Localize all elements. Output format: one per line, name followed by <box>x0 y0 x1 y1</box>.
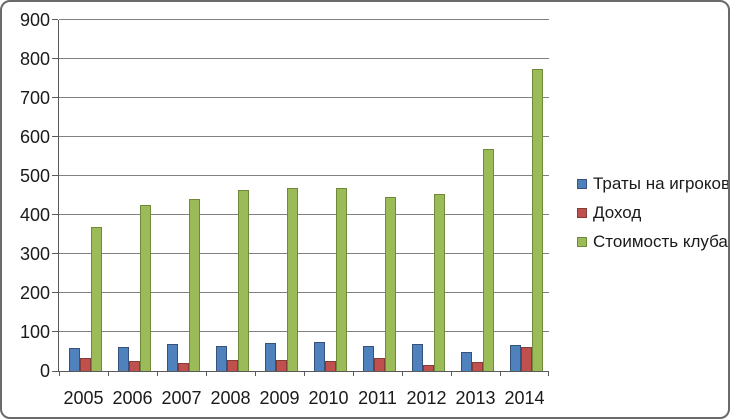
y-axis-label: 400 <box>19 205 50 225</box>
gridline-100 <box>59 331 549 332</box>
bar-2010-series-2 <box>336 187 347 371</box>
gridline-500 <box>59 175 549 176</box>
y-tick-600 <box>52 136 58 137</box>
bar-2010-series-1 <box>325 360 336 371</box>
bar-2009-series-2 <box>287 187 298 371</box>
x-tick <box>500 371 501 376</box>
x-axis-label: 2014 <box>504 388 545 408</box>
y-tick-300 <box>52 253 58 254</box>
gridline-800 <box>59 58 549 59</box>
bar-2006-series-0 <box>118 346 129 371</box>
y-axis-label: 600 <box>19 127 50 147</box>
x-axis-line <box>58 371 549 372</box>
bar-2005-series-0 <box>69 347 80 371</box>
y-axis-label: 900 <box>19 10 50 30</box>
y-tick-200 <box>52 292 58 293</box>
y-axis-label: 500 <box>19 166 50 186</box>
x-axis-label: 2011 <box>358 388 397 408</box>
y-tick-0 <box>52 371 58 372</box>
bar-2007-series-0 <box>167 343 178 371</box>
y-tick-100 <box>52 331 58 332</box>
y-tick-800 <box>52 58 58 59</box>
legend: Траты на игроков Доход Стоимость клуба <box>577 174 730 261</box>
bar-2013-series-1 <box>472 361 483 371</box>
y-axis-label: 200 <box>19 283 50 303</box>
y-axis-label: 0 <box>39 361 50 381</box>
y-axis-label: 100 <box>19 322 50 342</box>
bar-2012-series-2 <box>434 193 445 371</box>
gridline-300 <box>59 253 549 254</box>
bar-2008-series-0 <box>216 345 227 371</box>
gridline-400 <box>59 214 549 215</box>
legend-label: Траты на игроков <box>593 174 730 193</box>
bar-2008-series-1 <box>227 360 238 371</box>
bar-2006-series-2 <box>140 205 151 371</box>
bar-2014-series-1 <box>521 346 532 371</box>
x-tick <box>255 371 256 376</box>
y-tick-700 <box>52 97 58 98</box>
legend-item: Стоимость клуба <box>577 232 728 252</box>
bar-2011-series-0 <box>363 345 374 371</box>
y-axis-label: 700 <box>19 88 50 108</box>
gridline-200 <box>59 292 549 293</box>
legend-item: Траты на игроков <box>577 174 730 194</box>
gridline-700 <box>59 97 549 98</box>
x-tick <box>353 371 354 376</box>
x-tick <box>548 371 549 376</box>
bar-2012-series-1 <box>423 364 434 371</box>
x-tick <box>108 371 109 376</box>
x-tick <box>157 371 158 376</box>
legend-label: Стоимость клуба <box>593 232 728 251</box>
x-axis-label: 2010 <box>308 388 349 408</box>
bar-2009-series-1 <box>276 359 287 371</box>
x-tick <box>451 371 452 376</box>
legend-marker-icon <box>577 237 587 247</box>
bar-2013-series-2 <box>483 148 494 371</box>
bar-2007-series-1 <box>178 363 189 371</box>
x-tick <box>304 371 305 376</box>
x-axis-label: 2007 <box>161 388 202 408</box>
plot-area: 0 100 200 300 400 500 600 700 800 900 2005 2006 2007… <box>20 10 549 408</box>
legend-item: Доход <box>577 203 728 223</box>
gridline-900 <box>59 19 549 20</box>
bar-2012-series-0 <box>412 344 423 371</box>
y-tick-900 <box>52 19 58 20</box>
bar-2005-series-2 <box>91 226 102 371</box>
bar-2013-series-0 <box>461 351 472 371</box>
x-axis-label: 2008 <box>210 388 251 408</box>
bar-2014-series-2 <box>532 68 543 371</box>
bar-2011-series-2 <box>385 197 396 371</box>
legend-marker-icon <box>577 208 587 218</box>
legend-marker-icon <box>577 179 587 189</box>
bar-2006-series-1 <box>129 361 140 371</box>
bar-2009-series-0 <box>265 342 276 371</box>
x-tick <box>206 371 207 376</box>
y-axis-line <box>58 20 59 371</box>
bar-2010-series-0 <box>314 342 325 371</box>
y-tick-500 <box>52 175 58 176</box>
x-axis-label: 2009 <box>259 388 300 408</box>
x-axis-label: 2005 <box>63 388 104 408</box>
y-tick-400 <box>52 214 58 215</box>
legend-label: Доход <box>593 203 642 222</box>
x-axis-label: 2012 <box>406 388 447 408</box>
y-axis-label: 800 <box>19 49 50 69</box>
bar-2011-series-1 <box>374 358 385 371</box>
y-axis-label: 300 <box>19 244 50 264</box>
x-axis-label: 2006 <box>112 388 153 408</box>
x-tick <box>59 371 60 376</box>
gridline-600 <box>59 136 549 137</box>
bar-2005-series-1 <box>80 358 91 371</box>
x-axis-label: 2013 <box>455 388 496 408</box>
bar-2014-series-0 <box>510 345 521 371</box>
bar-2007-series-2 <box>189 199 200 371</box>
x-tick <box>402 371 403 376</box>
bar-2008-series-2 <box>238 189 249 371</box>
